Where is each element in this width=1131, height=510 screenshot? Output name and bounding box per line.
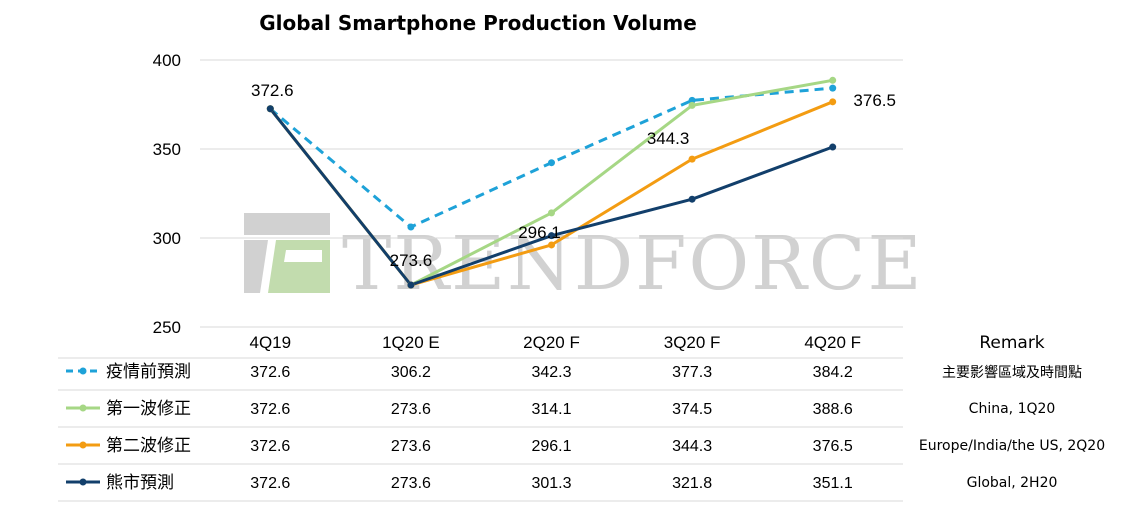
series-name: 疫情前預測 <box>106 362 191 382</box>
table-cell: 388.6 <box>813 401 853 418</box>
chart-title: Global Smartphone Production Volume <box>259 11 697 35</box>
table-cell: 344.3 <box>672 438 712 455</box>
series-name: 第一波修正 <box>106 399 191 419</box>
data-point <box>266 105 274 113</box>
data-label: 296.1 <box>518 223 561 242</box>
y-tick-label: 350 <box>153 140 181 159</box>
remark-cell: China, 1Q20 <box>969 401 1056 417</box>
trendforce-watermark: TRENDFORCE <box>244 213 924 307</box>
table-cell: 306.2 <box>391 364 431 381</box>
data-point <box>688 155 696 163</box>
x-tick-label: 4Q20 F <box>804 333 861 352</box>
x-tick-label: 3Q20 F <box>664 333 721 352</box>
data-point <box>829 84 837 92</box>
table-cell: 296.1 <box>531 438 571 455</box>
data-point <box>548 241 555 249</box>
table-cell: 372.6 <box>250 401 290 418</box>
table-cell: 273.6 <box>391 475 431 492</box>
table-cell: 351.1 <box>813 475 853 492</box>
table-cell: 314.1 <box>531 401 571 418</box>
table-cell: 372.6 <box>250 364 290 381</box>
y-tick-label: 300 <box>153 229 181 248</box>
table-cell: 377.3 <box>672 364 712 381</box>
data-table: Remark 4Q19 1Q20 E 2Q20 F 3Q20 F 4Q20 F 疫情前預測… <box>58 333 1105 502</box>
data-point <box>829 143 837 151</box>
table-cell: 372.6 <box>250 438 290 455</box>
table-cell: 321.8 <box>672 475 712 492</box>
table-cell: 301.3 <box>531 475 571 492</box>
y-tick-label: 400 <box>153 51 181 70</box>
y-axis: 250 300 350 400 <box>153 51 181 337</box>
remark-cell: Europe/India/the US, 2Q20 <box>919 438 1105 454</box>
legend-swatch-dot <box>79 404 87 412</box>
data-label: 344.3 <box>647 129 690 148</box>
data-label: 376.5 <box>853 91 896 110</box>
remark-cell: 主要影響區域及時間點 <box>942 364 1082 381</box>
legend-swatch-dot <box>79 367 87 375</box>
table-cell: 273.6 <box>391 438 431 455</box>
data-point <box>829 76 837 84</box>
data-point <box>688 96 696 104</box>
data-point <box>407 281 415 289</box>
data-label: 273.6 <box>390 251 433 270</box>
x-tick-label: 4Q19 <box>250 333 292 352</box>
data-point <box>688 101 696 109</box>
legend-swatch-dot <box>79 441 87 449</box>
x-tick-label: 1Q20 E <box>382 333 440 352</box>
data-label: 372.6 <box>251 81 294 100</box>
legend-swatch-dot <box>79 478 87 486</box>
remark-header: Remark <box>979 333 1044 353</box>
table-cell: 372.6 <box>250 475 290 492</box>
remark-cell: Global, 2H20 <box>967 475 1058 491</box>
table-cell: 273.6 <box>391 401 431 418</box>
data-point <box>548 159 555 167</box>
x-tick-label: 2Q20 F <box>523 333 580 352</box>
watermark-text: TRENDFORCE <box>342 221 924 307</box>
series-line-1 <box>269 86 833 229</box>
data-point <box>548 209 555 217</box>
series-name: 熊市預測 <box>106 473 174 493</box>
data-point <box>407 223 415 231</box>
series-name: 第二波修正 <box>106 436 191 456</box>
data-labels: 372.6 273.6 296.1 344.3 376.5 <box>251 81 896 270</box>
y-tick-label: 250 <box>153 318 181 337</box>
table-cell: 376.5 <box>813 438 853 455</box>
table-cell: 384.2 <box>813 364 853 381</box>
data-point <box>829 98 837 106</box>
data-point <box>688 195 696 203</box>
series-points <box>266 76 837 289</box>
table-cell: 342.3 <box>531 364 571 381</box>
table-cell: 374.5 <box>672 401 712 418</box>
data-point <box>548 232 555 240</box>
